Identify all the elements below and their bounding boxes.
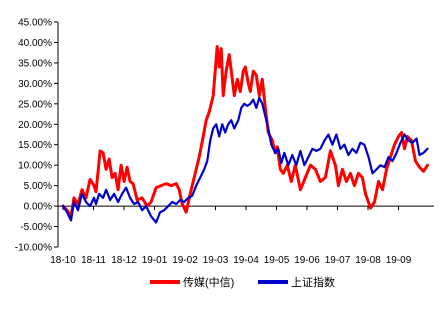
series-layer	[61, 45, 429, 224]
x-tick-label: 19-04	[233, 255, 259, 266]
x-tick-label: 19-05	[264, 255, 290, 266]
legend-label: 传媒(中信)	[183, 276, 234, 289]
x-tick-label: 19-01	[142, 255, 168, 266]
series-line-media	[61, 45, 429, 218]
x-tick-label: 19-09	[386, 255, 412, 266]
y-tick-label: -10.00%	[15, 243, 52, 254]
y-tick-label: 45.00%	[18, 18, 52, 29]
y-tick-label: 15.00%	[18, 140, 52, 151]
x-tick-label: 19-06	[294, 255, 320, 266]
legend-label: 上证指数	[291, 275, 335, 289]
y-tick-label: 10.00%	[18, 161, 52, 172]
x-tick-label: 19-02	[172, 255, 198, 266]
y-axis: 45.00% 40.00% 35.00% 30.00% 25.00% 20.00% 15.0…	[15, 18, 59, 254]
y-tick-label: 5.00%	[24, 181, 52, 192]
y-tick-label: 40.00%	[18, 38, 52, 49]
legend: 传媒(中信) 上证指数	[150, 275, 335, 289]
x-tick-label: 19-08	[355, 255, 381, 266]
x-axis: 18-10 18-11 18-12 19-01 19-02 19-03 19-04 19-05…	[50, 205, 434, 266]
x-tick-label: 19-03	[203, 255, 229, 266]
y-tick-label: 0.00%	[24, 202, 52, 213]
x-tick-label: 18-10	[50, 255, 76, 266]
y-tick-label: 35.00%	[18, 58, 52, 69]
x-tick-label: 18-11	[81, 255, 106, 266]
x-tick-label: 18-12	[111, 255, 137, 266]
y-tick-label: 20.00%	[18, 120, 52, 131]
x-tick-label: 19-07	[325, 255, 351, 266]
y-tick-label: 30.00%	[18, 79, 52, 90]
series-line-shanghai-index	[61, 96, 429, 224]
y-tick-label: -5.00%	[20, 222, 52, 233]
y-tick-label: 25.00%	[18, 99, 52, 110]
